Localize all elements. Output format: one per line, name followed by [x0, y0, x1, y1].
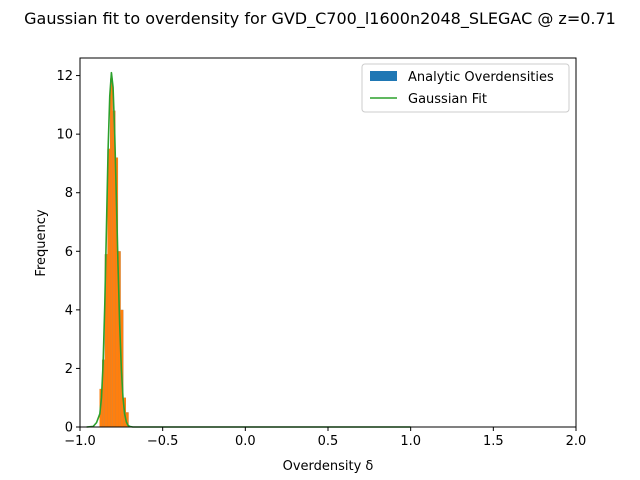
histogram-bar-series-1: [125, 412, 129, 427]
histogram-bar-series-1: [118, 251, 121, 427]
histogram-bar-series-1: [110, 78, 113, 427]
legend-swatch-analytic: [370, 71, 397, 81]
chart-title: Gaussian fit to overdensity for GVD_C700…: [24, 9, 616, 29]
histogram-bar-series-1: [115, 157, 119, 428]
y-tick-label: 0: [65, 421, 73, 436]
x-tick-label: 0.5: [318, 434, 339, 449]
histogram-bar-series-1: [102, 359, 105, 427]
legend-label: Analytic Overdensities: [408, 70, 554, 85]
x-tick-label: −1.0: [64, 434, 96, 449]
y-tick-label: 4: [65, 303, 73, 318]
x-axis-label: Overdensity δ: [283, 459, 374, 474]
histogram-bar-series-1: [107, 148, 111, 428]
legend-box: [361, 63, 570, 113]
plot-area: −1.0 −0.5 0.0 0.5 1.0 1.5 2.0 0 2 4 6 8 10 12: [56, 57, 587, 449]
histogram-bar-series-1: [104, 254, 108, 427]
legend-label: Gaussian Fit: [408, 92, 487, 107]
y-tick-label: 6: [65, 245, 73, 260]
x-tick-label: 1.0: [400, 434, 421, 449]
gaussian-fit-line: [86, 71, 411, 428]
y-tick-label: 2: [65, 362, 73, 377]
legend: Analytic Overdensities Gaussian Fit: [361, 63, 570, 113]
y-tick-label: 8: [65, 186, 73, 201]
axes-frame: [79, 57, 577, 428]
x-tick-label: 0.0: [235, 434, 256, 449]
x-tick-label: 1.5: [483, 434, 504, 449]
y-tick-label: 10: [56, 128, 73, 143]
y-axis-label: Frequency: [34, 209, 49, 276]
x-tick-label: 2.0: [566, 434, 587, 449]
x-tick-label: −0.5: [147, 434, 179, 449]
y-tick-label: 12: [56, 69, 73, 84]
histogram-bar-series-1: [112, 110, 116, 427]
